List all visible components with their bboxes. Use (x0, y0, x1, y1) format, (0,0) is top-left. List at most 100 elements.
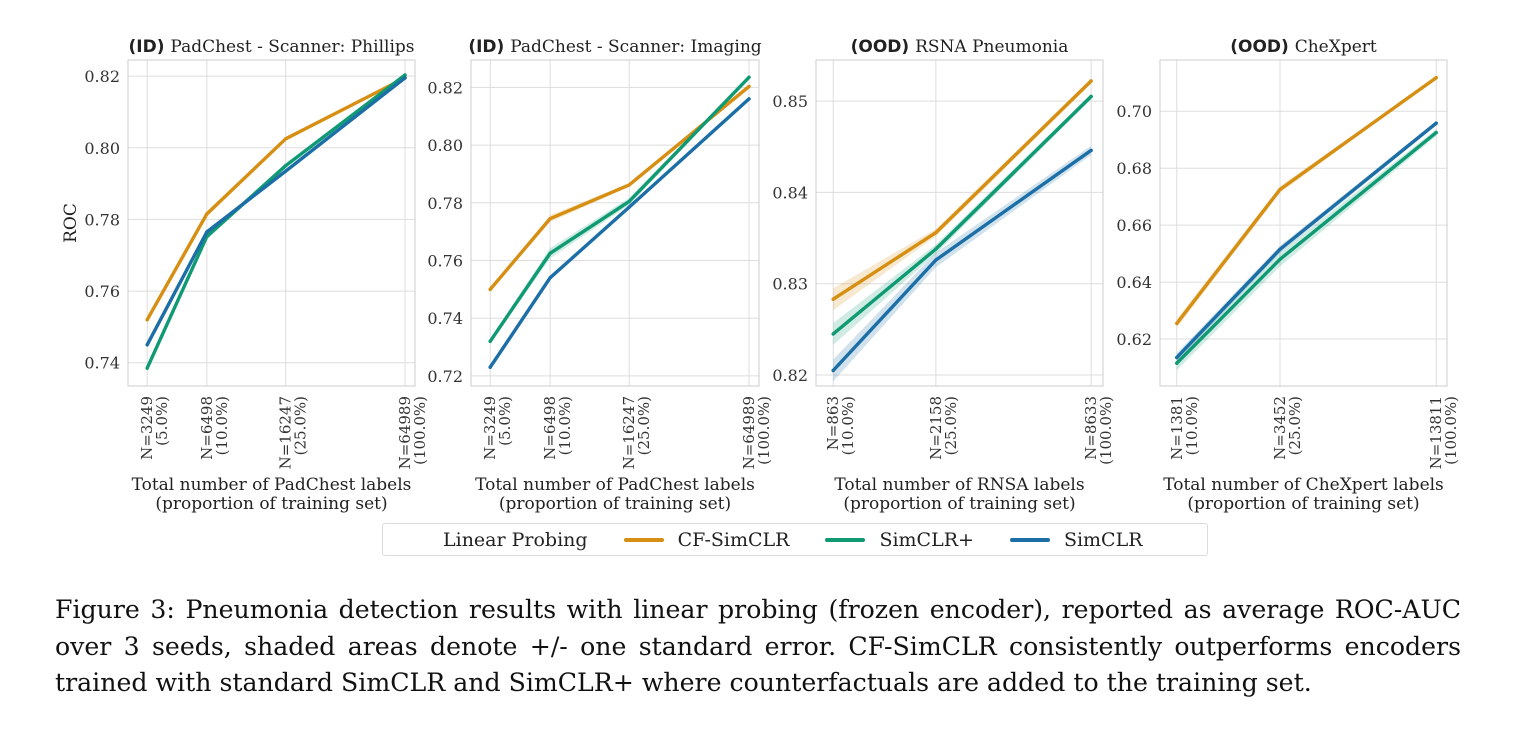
series-line-cf-simclr (1175, 75, 1438, 326)
y-tick-label: 0.76 (427, 252, 463, 271)
chart-title: (ID) PadChest - Scanner: Phillips (129, 37, 415, 57)
data-point-cf-simclr (831, 297, 835, 301)
x-tick-label: N=6498(10.0%) (541, 396, 574, 460)
data-point-simclr (548, 276, 552, 280)
y-tick-label: 0.78 (427, 194, 463, 213)
error-band-simclr-plus (833, 93, 1092, 345)
chart-title: (OOD) CheXpert (1230, 37, 1377, 57)
plot-frame (1159, 59, 1448, 387)
data-point-simclr-plus (934, 247, 938, 251)
x-tick-label: N=3452(25.0%) (1271, 396, 1304, 460)
x-axis-label: Total number of CheXpert labels (1163, 475, 1444, 495)
data-point-simclr-plus (1089, 94, 1093, 99)
y-tick-label: 0.74 (84, 354, 120, 373)
x-tick-label: N=3249(5.0%) (481, 396, 514, 460)
data-point-cf-simclr (627, 183, 631, 187)
legend-item-simclr: SimCLR (1009, 528, 1143, 551)
data-point-cf-simclr (1434, 76, 1438, 80)
legend-label-cf-simclr: CF-SimCLR (677, 528, 790, 551)
legend-swatch-simclr (1009, 537, 1050, 542)
x-tick-label: N=1381(10.0%) (1168, 396, 1201, 460)
y-tick-label: 0.85 (772, 92, 808, 111)
x-tick-label: N=16247(25.0%) (620, 396, 653, 469)
plot-frame (815, 59, 1104, 387)
chart-panel-1: 0.74 0.76 0.78 0.80 0.82 N=3249(5.0%) N=6498(1… (61, 37, 429, 514)
series-line-simclr (145, 76, 407, 347)
y-tick-label: 0.72 (427, 367, 463, 386)
data-point-simclr-plus (627, 199, 631, 204)
legend-swatch-cf-simclr (623, 537, 664, 542)
y-tick-label: 0.83 (772, 275, 808, 294)
data-point-simclr (1175, 355, 1179, 360)
y-tick-label: 0.78 (84, 210, 120, 229)
y-tick-label: 0.68 (1116, 159, 1152, 178)
data-point-cf-simclr (1278, 187, 1282, 192)
data-point-cf-simclr (145, 318, 149, 322)
data-point-simclr (831, 368, 835, 373)
data-point-simclr (403, 76, 407, 80)
data-point-simclr (627, 205, 631, 209)
y-tick-label: 0.76 (84, 282, 120, 301)
x-axis-label-sub: (proportion of training set) (499, 494, 731, 514)
x-axis-label-sub: (proportion of training set) (843, 494, 1075, 514)
chart-title: (ID) PadChest - Scanner: Imaging (468, 37, 761, 57)
legend-title: Linear Probing (443, 528, 588, 551)
data-point-cf-simclr (488, 287, 492, 292)
data-point-simclr (205, 230, 209, 234)
data-point-cf-simclr (1175, 321, 1179, 326)
error-band-cf-simclr (833, 78, 1092, 311)
x-tick-label: N=13811(100.0%) (1427, 396, 1460, 469)
data-point-simclr-plus (488, 339, 492, 343)
x-tick-label: N=6498(10.0%) (198, 396, 231, 460)
chart-title: (OOD) RSNA Pneumonia (851, 37, 1069, 57)
data-point-cf-simclr (284, 137, 288, 141)
x-tick-label: N=64989(100.0%) (740, 396, 773, 469)
y-tick-label: 0.70 (1116, 102, 1152, 121)
chart-legend: Linear Probing CF-SimCLR SimCLR+ SimCLR (382, 523, 1208, 556)
data-point-cf-simclr (1089, 79, 1093, 83)
data-point-simclr (145, 343, 149, 347)
data-point-simclr-plus (1278, 257, 1282, 261)
chart-panel-3: 0.82 0.83 0.84 0.85 N=863(10.0%) N=2158(25.0%… (772, 37, 1115, 514)
figure-charts: 0.74 0.76 0.78 0.80 0.82 N=3249(5.0%) N=6498(1… (61, 37, 1460, 514)
legend-label-simclr: SimCLR (1063, 528, 1143, 551)
y-tick-label: 0.80 (84, 139, 120, 158)
x-tick-label: N=863(10.0%) (824, 396, 857, 455)
data-point-cf-simclr (205, 212, 209, 216)
series-line-simclr-plus (145, 73, 407, 370)
y-tick-label: 0.62 (1116, 330, 1152, 349)
y-tick-label: 0.82 (772, 366, 808, 385)
legend-label-simclr-plus: SimCLR+ (879, 528, 974, 551)
error-band-simclr (490, 97, 749, 369)
data-point-simclr (1089, 148, 1093, 153)
error-band-cf-simclr (1176, 76, 1437, 328)
chart-panel-4: 0.62 0.64 0.66 0.68 0.70 N=1381(10.0%) N=3452(… (1116, 37, 1460, 514)
y-tick-label: 0.64 (1116, 273, 1152, 292)
figure-caption: Figure 3: Pneumonia detection results wi… (55, 595, 1461, 697)
x-axis-label-sub: (proportion of training set) (1187, 494, 1419, 514)
legend-swatch-simclr-plus (825, 537, 866, 542)
x-axis-label: Total number of PadChest labels (132, 475, 412, 495)
series-line-cf-simclr (488, 84, 751, 292)
series-line-simclr (488, 97, 751, 369)
error-band-simclr (147, 76, 405, 347)
y-tick-label: 0.74 (427, 309, 463, 328)
plot-frame (470, 59, 760, 387)
data-point-simclr (284, 169, 288, 173)
error-band-simclr-plus (147, 73, 405, 371)
error-band-simclr (833, 145, 1092, 382)
chart-panel-2: 0.72 0.74 0.76 0.78 0.80 0.82 N=3249(5.0%) N=64… (427, 37, 773, 514)
data-point-simclr (488, 365, 492, 369)
y-axis-label: ROC (61, 203, 81, 243)
data-point-cf-simclr (747, 84, 751, 89)
x-tick-label: N=16247(25.0%) (277, 396, 310, 469)
data-point-simclr (934, 258, 938, 262)
plot-frame (127, 59, 416, 387)
x-axis-label: Total number of PadChest labels (475, 475, 755, 495)
x-axis-label-sub: (proportion of training set) (155, 494, 387, 514)
data-point-simclr-plus (747, 75, 751, 80)
y-tick-label: 0.84 (772, 183, 808, 202)
x-tick-label: N=2158(25.0%) (927, 396, 960, 460)
x-axis-label: Total number of RNSA labels (834, 475, 1084, 495)
data-point-cf-simclr (548, 217, 552, 221)
